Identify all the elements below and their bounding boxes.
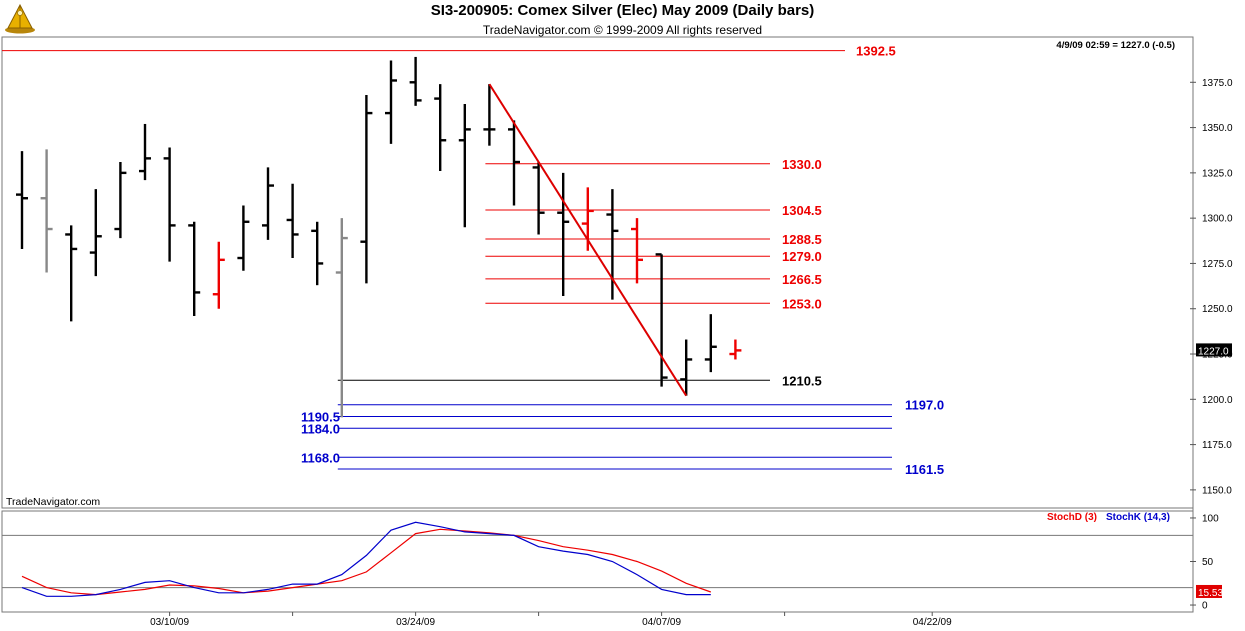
stoch-last-label: 15.53 (1198, 588, 1223, 599)
ohlc-bar (483, 84, 496, 146)
stoch-tick-label: 100 (1202, 513, 1219, 524)
level-label: 1161.5 (905, 462, 944, 477)
ohlc-bar (606, 189, 619, 300)
stoch-series-line (21, 528, 712, 596)
price-tick-label: 1275.0 (1202, 259, 1233, 270)
date-axis: 03/10/09 03/24/09 04/07/09 04/22/09 (150, 612, 952, 628)
stoch-series-line (21, 521, 711, 597)
ohlc-bar (40, 149, 53, 273)
ohlc-bar (704, 314, 717, 373)
price-tick-label: 1350.0 (1202, 123, 1233, 134)
stoch-axis: 0 50 100 (2, 513, 1219, 612)
trendline-segment (488, 83, 688, 397)
price-tick-label: 1325.0 (1202, 168, 1233, 179)
level-label: 1168.0 (301, 450, 340, 465)
date-tick-label: 03/24/09 (396, 617, 435, 628)
watermark-text: TradeNavigator.com (6, 496, 100, 508)
level-label: 1266.5 (782, 272, 822, 287)
ohlc-bar (409, 56, 422, 106)
ohlc-bars (16, 56, 742, 418)
stochastic-panel: StochD (3) StochK (14,3) 15.53 (21, 512, 1223, 599)
price-panel-frame (1, 36, 1194, 509)
ohlc-bar (655, 253, 668, 387)
level-label: 1184.0 (301, 421, 340, 436)
ohlc-bar (114, 161, 127, 239)
level-label: 1197.0 (905, 398, 944, 413)
ohlc-bar (434, 84, 447, 172)
trade-navigator-logo-icon (5, 3, 35, 34)
ohlc-bar (89, 189, 102, 277)
last-price-info: 4/9/09 02:59 = 1227.0 (-0.5) (1056, 40, 1175, 51)
chart-copyright: TradeNavigator.com © 1999-2009 All right… (482, 23, 763, 37)
date-tick-label: 04/22/09 (913, 617, 952, 628)
price-tick-label: 1200.0 (1202, 395, 1233, 406)
price-tick-label: 1250.0 (1202, 304, 1233, 315)
ohlc-bar (237, 205, 250, 271)
ohlc-bar (286, 183, 299, 259)
price-axis: 1150.01175.01200.01225.01250.01275.01300… (1190, 78, 1233, 496)
ohlc-bar (360, 94, 373, 284)
price-tick-label: 1300.0 (1202, 214, 1233, 225)
trendline (488, 83, 688, 397)
ohlc-bar (532, 161, 545, 235)
ohlc-bar (311, 221, 324, 286)
price-tick-label: 1375.0 (1202, 78, 1233, 89)
ohlc-bar (139, 123, 151, 181)
level-label: 1279.0 (782, 249, 822, 264)
date-tick-label: 04/07/09 (642, 617, 681, 628)
ohlc-bar (729, 339, 742, 360)
stoch-legend-k: StochK (14,3) (1106, 512, 1170, 523)
level-label: 1190.5 (301, 410, 340, 425)
stoch-panel-frame (1, 510, 1194, 613)
price-levels: 1392.5 1330.0 1304.5 1288.5 1279.0 1266.5 1253… (2, 44, 944, 477)
level-label: 1304.5 (782, 203, 822, 218)
ohlc-bar (65, 225, 78, 322)
level-label: 1253.0 (782, 296, 822, 311)
price-tick-label: 1150.0 (1202, 485, 1232, 496)
ohlc-bar (631, 218, 643, 284)
ohlc-bar (335, 218, 348, 418)
date-tick-label: 03/10/09 (150, 617, 189, 628)
ohlc-bar (508, 120, 520, 206)
ohlc-bar (212, 241, 225, 309)
chart-title: SI3-200905: Comex Silver (Elec) May 2009… (430, 2, 815, 19)
price-tick-label: 1175.0 (1202, 440, 1232, 451)
stoch-legend-d: StochD (3) (1047, 512, 1097, 523)
level-label: 1392.5 (856, 44, 896, 59)
ohlc-bar (458, 104, 471, 228)
ohlc-bar (680, 339, 693, 396)
level-label: 1288.5 (782, 232, 822, 247)
ohlc-bar (163, 147, 176, 262)
stoch-last-box (1196, 584, 1222, 598)
last-price-box (1196, 343, 1232, 357)
ohlc-bar (16, 151, 28, 249)
stoch-tick-label: 0 (1202, 601, 1208, 612)
ohlc-bar (188, 221, 201, 316)
ohlc-bar (557, 172, 570, 297)
ohlc-bar (262, 167, 274, 240)
level-label: 1330.0 (782, 157, 822, 172)
level-label: 1210.5 (782, 373, 822, 388)
ohlc-bar (385, 60, 397, 144)
last-price-label: 1227.0 (1198, 346, 1229, 357)
stoch-tick-label: 50 (1202, 557, 1214, 568)
